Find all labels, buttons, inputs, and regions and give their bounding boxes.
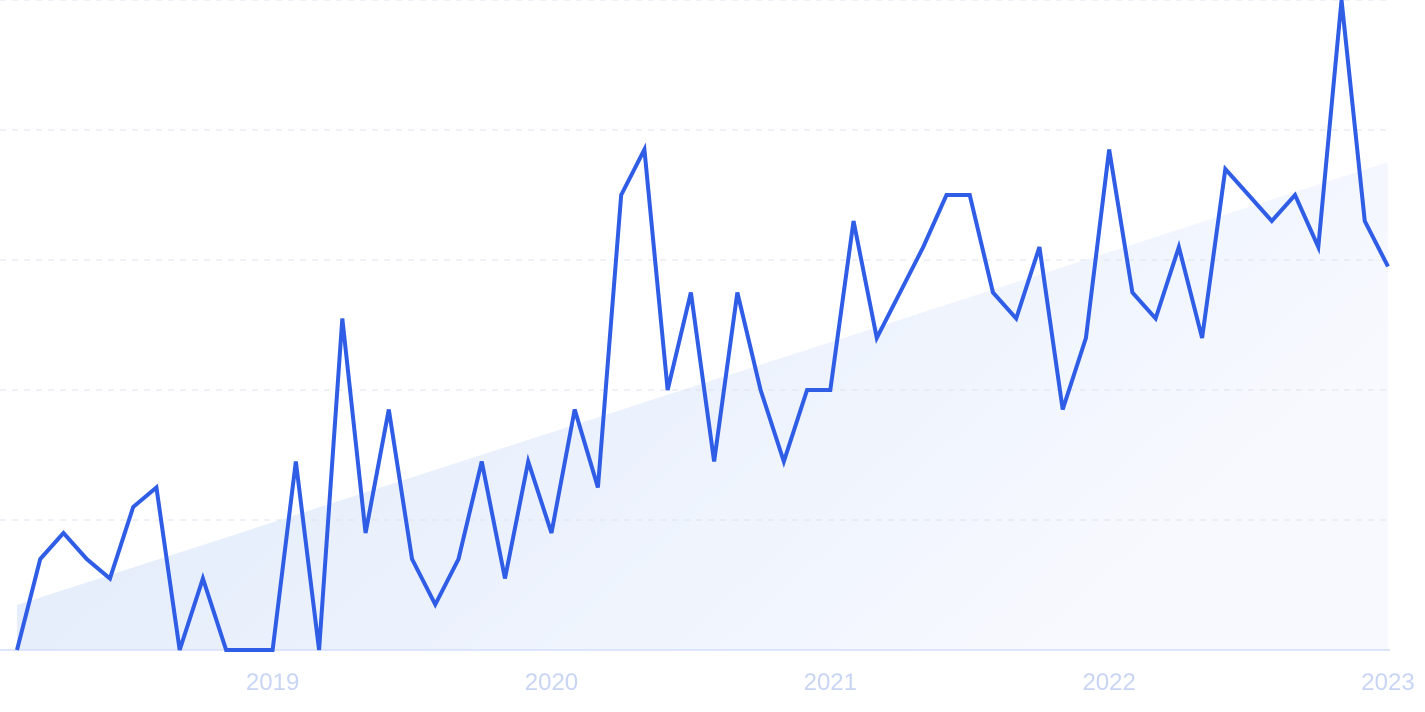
x-tick-label: 2021 [804, 669, 857, 696]
x-tick-label: 2023 [1361, 669, 1414, 696]
series-line [15, 0, 1390, 652]
plot-area [15, 0, 1390, 652]
x-axis: 2019 2020 2021 2022 2023 [246, 669, 1415, 696]
trend-area [17, 162, 1388, 650]
x-tick-label: 2019 [246, 669, 299, 696]
x-tick-label: 2022 [1082, 669, 1135, 696]
x-tick-label: 2020 [525, 669, 578, 696]
